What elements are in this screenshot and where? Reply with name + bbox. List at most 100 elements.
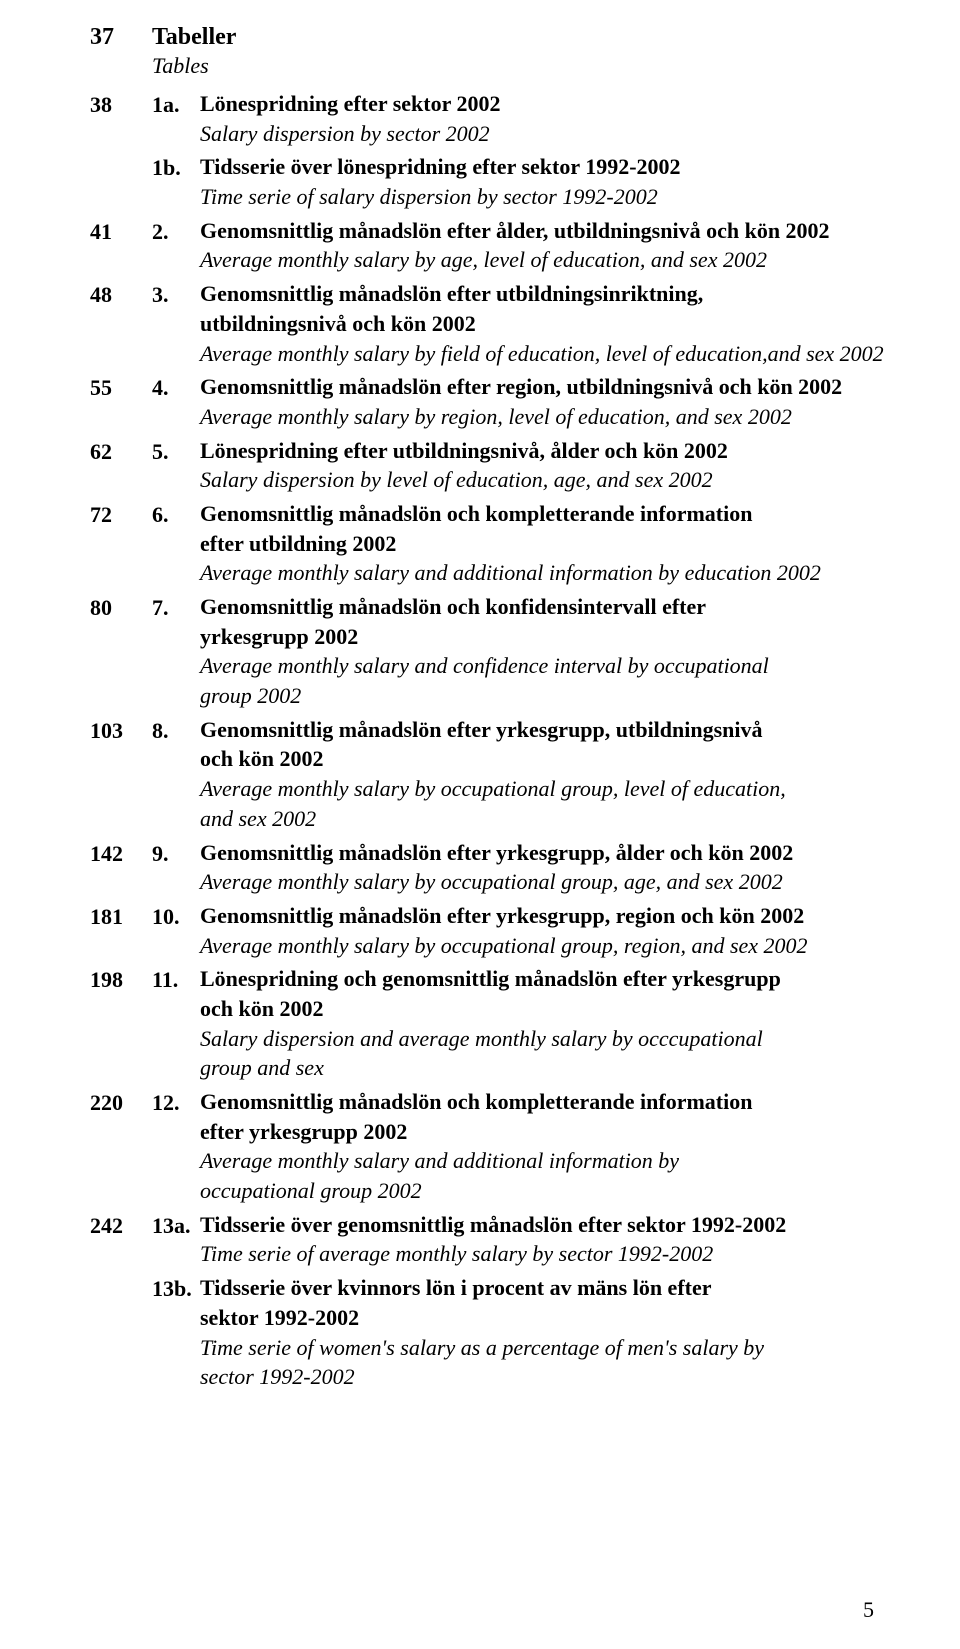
entry-page-number: 38 bbox=[90, 89, 152, 120]
entry-subtitle-line: and sex 2002 bbox=[200, 804, 896, 834]
entry-subtitle-line: Average monthly salary by occupational g… bbox=[200, 931, 896, 961]
entry-number: 9. bbox=[152, 838, 200, 869]
entry-title-line: yrkesgrupp 2002 bbox=[200, 622, 896, 652]
entry-title-line: Lönespridning efter utbildningsnivå, åld… bbox=[200, 436, 896, 466]
entry-subtitle-line: Salary dispersion by level of education,… bbox=[200, 465, 896, 495]
entry-number: 3. bbox=[152, 279, 200, 310]
entry-number: 11. bbox=[152, 964, 200, 995]
entry-subtitle-line: Time serie of women's salary as a percen… bbox=[200, 1333, 896, 1363]
entry-text: Genomsnittlig månadslön efter utbildning… bbox=[200, 279, 896, 368]
entry-page-number: 62 bbox=[90, 436, 152, 467]
entry-subtitle-line: Time serie of average monthly salary by … bbox=[200, 1239, 896, 1269]
entry-text: Genomsnittlig månadslön efter ålder, utb… bbox=[200, 216, 896, 275]
entry-text: Genomsnittlig månadslön efter region, ut… bbox=[200, 372, 896, 431]
toc-entries: 381a.Lönespridning efter sektor 2002Sala… bbox=[90, 89, 896, 1392]
entry-text: Lönespridning efter sektor 2002Salary di… bbox=[200, 89, 896, 148]
entry-title-line: Genomsnittlig månadslön och kompletteran… bbox=[200, 1087, 896, 1117]
entry-page-number: 181 bbox=[90, 901, 152, 932]
entry-title-line: utbildningsnivå och kön 2002 bbox=[200, 309, 896, 339]
entry-subtitle-line: Average monthly salary and additional in… bbox=[200, 558, 896, 588]
toc-entry: 412.Genomsnittlig månadslön efter ålder,… bbox=[90, 216, 896, 275]
entry-number: 10. bbox=[152, 901, 200, 932]
entry-number: 12. bbox=[152, 1087, 200, 1118]
entry-number: 13a. bbox=[152, 1210, 200, 1241]
entry-page-number: 198 bbox=[90, 964, 152, 995]
entry-title-line: Genomsnittlig månadslön efter yrkesgrupp… bbox=[200, 901, 896, 931]
toc-entry: 22012.Genomsnittlig månadslön och komple… bbox=[90, 1087, 896, 1206]
entry-title-line: sektor 1992-2002 bbox=[200, 1303, 896, 1333]
entry-subtitle-line: Salary dispersion and average monthly sa… bbox=[200, 1024, 896, 1054]
entry-subtitle-line: Average monthly salary and additional in… bbox=[200, 1146, 896, 1176]
toc-entry: 1429.Genomsnittlig månadslön efter yrkes… bbox=[90, 838, 896, 897]
toc-entry: 554.Genomsnittlig månadslön efter region… bbox=[90, 372, 896, 431]
entry-page-number bbox=[90, 1273, 152, 1274]
toc-entry: 19811.Lönespridning och genomsnittlig må… bbox=[90, 964, 896, 1083]
entry-title-line: Genomsnittlig månadslön och konfidensint… bbox=[200, 592, 896, 622]
entry-title-line: Genomsnittlig månadslön efter yrkesgrupp… bbox=[200, 715, 896, 745]
entry-title-line: Tidsserie över kvinnors lön i procent av… bbox=[200, 1273, 896, 1303]
entry-text: Genomsnittlig månadslön efter yrkesgrupp… bbox=[200, 838, 896, 897]
entry-subtitle-line: group and sex bbox=[200, 1053, 896, 1083]
toc-entry: 483.Genomsnittlig månadslön efter utbild… bbox=[90, 279, 896, 368]
toc-entry: 726.Genomsnittlig månadslön och komplett… bbox=[90, 499, 896, 588]
section-subtitle: Tables bbox=[152, 53, 896, 79]
entry-number: 2. bbox=[152, 216, 200, 247]
entry-subtitle-line: Average monthly salary and confidence in… bbox=[200, 651, 896, 681]
toc-entry: 1038.Genomsnittlig månadslön efter yrkes… bbox=[90, 715, 896, 834]
entry-text: Genomsnittlig månadslön och konfidensint… bbox=[200, 592, 896, 711]
entry-text: Tidsserie över kvinnors lön i procent av… bbox=[200, 1273, 896, 1392]
entry-text: Tidsserie över lönespridning efter sekto… bbox=[200, 152, 896, 211]
section-page-number: 37 bbox=[90, 24, 152, 51]
entry-title-line: efter yrkesgrupp 2002 bbox=[200, 1117, 896, 1147]
entry-subtitle-line: Average monthly salary by occupational g… bbox=[200, 867, 896, 897]
page-number: 5 bbox=[863, 1597, 874, 1623]
entry-subtitle-line: Average monthly salary by region, level … bbox=[200, 402, 896, 432]
entry-subtitle-line: occupational group 2002 bbox=[200, 1176, 896, 1206]
entry-page-number bbox=[90, 152, 152, 153]
toc-entry: 625.Lönespridning efter utbildningsnivå,… bbox=[90, 436, 896, 495]
entry-page-number: 48 bbox=[90, 279, 152, 310]
entry-text: Genomsnittlig månadslön och kompletteran… bbox=[200, 1087, 896, 1206]
entry-page-number: 72 bbox=[90, 499, 152, 530]
entry-title-line: Genomsnittlig månadslön efter region, ut… bbox=[200, 372, 896, 402]
section-header: 37 Tabeller bbox=[90, 24, 896, 51]
toc-entry: 381a.Lönespridning efter sektor 2002Sala… bbox=[90, 89, 896, 148]
entry-title-line: och kön 2002 bbox=[200, 994, 896, 1024]
entry-number: 4. bbox=[152, 372, 200, 403]
entry-page-number: 142 bbox=[90, 838, 152, 869]
entry-page-number: 55 bbox=[90, 372, 152, 403]
entry-page-number: 242 bbox=[90, 1210, 152, 1241]
entry-title-line: Genomsnittlig månadslön efter utbildning… bbox=[200, 279, 896, 309]
entry-title-line: Genomsnittlig månadslön efter ålder, utb… bbox=[200, 216, 896, 246]
entry-subtitle-line: sector 1992-2002 bbox=[200, 1362, 896, 1392]
entry-number: 1a. bbox=[152, 89, 200, 120]
entry-subtitle-line: Average monthly salary by age, level of … bbox=[200, 245, 896, 275]
entry-title-line: Genomsnittlig månadslön och kompletteran… bbox=[200, 499, 896, 529]
toc-entry: 18110.Genomsnittlig månadslön efter yrke… bbox=[90, 901, 896, 960]
entry-subtitle-line: group 2002 bbox=[200, 681, 896, 711]
entry-text: Genomsnittlig månadslön och kompletteran… bbox=[200, 499, 896, 588]
entry-title-line: Tidsserie över genomsnittlig månadslön e… bbox=[200, 1210, 896, 1240]
entry-text: Genomsnittlig månadslön efter yrkesgrupp… bbox=[200, 715, 896, 834]
entry-page-number: 103 bbox=[90, 715, 152, 746]
entry-page-number: 41 bbox=[90, 216, 152, 247]
entry-title-line: Lönespridning och genomsnittlig månadslö… bbox=[200, 964, 896, 994]
entry-title-line: Genomsnittlig månadslön efter yrkesgrupp… bbox=[200, 838, 896, 868]
entry-text: Lönespridning efter utbildningsnivå, åld… bbox=[200, 436, 896, 495]
entry-number: 13b. bbox=[152, 1273, 200, 1304]
entry-subtitle-line: Time serie of salary dispersion by secto… bbox=[200, 182, 896, 212]
entry-number: 1b. bbox=[152, 152, 200, 183]
entry-number: 6. bbox=[152, 499, 200, 530]
entry-subtitle-line: Salary dispersion by sector 2002 bbox=[200, 119, 896, 149]
entry-page-number: 80 bbox=[90, 592, 152, 623]
toc-entry: 807.Genomsnittlig månadslön och konfiden… bbox=[90, 592, 896, 711]
entry-title-line: Lönespridning efter sektor 2002 bbox=[200, 89, 896, 119]
toc-entry: 1b.Tidsserie över lönespridning efter se… bbox=[90, 152, 896, 211]
toc-entry: 24213a.Tidsserie över genomsnittlig måna… bbox=[90, 1210, 896, 1269]
entry-text: Lönespridning och genomsnittlig månadslö… bbox=[200, 964, 896, 1083]
entry-text: Genomsnittlig månadslön efter yrkesgrupp… bbox=[200, 901, 896, 960]
entry-page-number: 220 bbox=[90, 1087, 152, 1118]
section-title: Tabeller bbox=[152, 24, 236, 51]
entry-number: 8. bbox=[152, 715, 200, 746]
entry-number: 5. bbox=[152, 436, 200, 467]
